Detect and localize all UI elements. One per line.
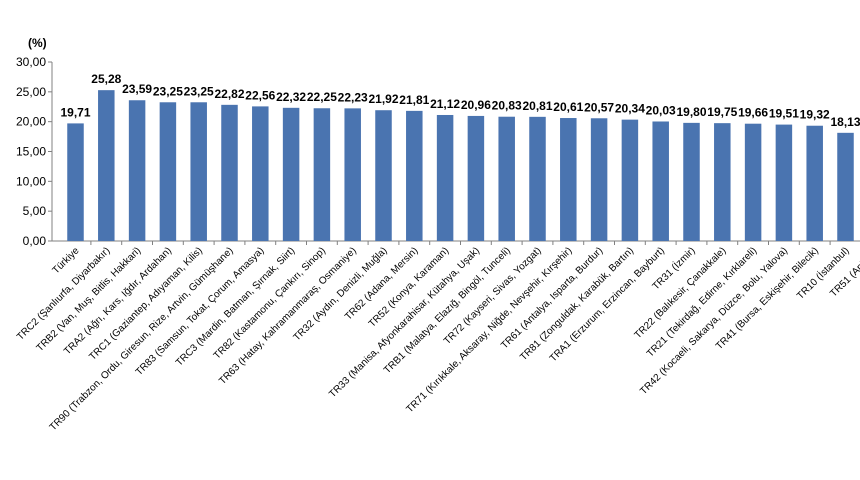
value-label: 22,56 bbox=[245, 88, 275, 102]
value-label: 21,12 bbox=[430, 97, 460, 111]
y-tick-label: 25,00 bbox=[16, 85, 46, 99]
bar bbox=[98, 90, 115, 242]
category-label: TRC1 (Gaziantep, Adıyaman, Kilis) bbox=[87, 245, 204, 362]
category-label: TR21 (Tekirdağ, Edirne, Kırklareli) bbox=[645, 245, 759, 359]
bar bbox=[375, 110, 392, 241]
value-label: 22,82 bbox=[214, 87, 244, 101]
bar bbox=[406, 110, 423, 241]
bar bbox=[252, 106, 269, 241]
bar bbox=[67, 123, 84, 241]
bar bbox=[221, 104, 238, 241]
y-ticks: 0,00 5,00 10,00 15,00 20,00 25,00 30,00 bbox=[16, 55, 52, 248]
bar bbox=[128, 100, 146, 241]
value-label: 22,23 bbox=[338, 90, 368, 104]
value-label: 20,81 bbox=[522, 99, 552, 113]
value-label: 20,03 bbox=[646, 103, 676, 117]
value-label: 19,66 bbox=[738, 106, 768, 120]
y-tick-label: 10,00 bbox=[16, 174, 46, 188]
bar bbox=[344, 108, 361, 242]
value-label: 23,25 bbox=[184, 84, 214, 98]
bar bbox=[837, 132, 854, 241]
bars bbox=[67, 90, 854, 242]
value-label: 18,13 bbox=[830, 115, 860, 129]
bar bbox=[282, 107, 300, 241]
value-label: 22,32 bbox=[276, 90, 306, 104]
bar bbox=[529, 116, 546, 241]
value-label: 23,25 bbox=[153, 84, 183, 98]
bar bbox=[621, 119, 639, 241]
y-tick-label: 30,00 bbox=[16, 55, 46, 69]
value-label: 21,92 bbox=[368, 92, 398, 106]
value-label: 19,32 bbox=[800, 108, 830, 122]
value-label: 19,51 bbox=[769, 107, 799, 121]
bar bbox=[714, 123, 731, 241]
bar bbox=[190, 102, 207, 242]
bar bbox=[498, 116, 515, 241]
value-label: 22,25 bbox=[307, 90, 337, 104]
value-label: 19,71 bbox=[60, 105, 90, 119]
y-tick-label: 20,00 bbox=[16, 115, 46, 129]
y-tick-label: 15,00 bbox=[16, 145, 46, 159]
bar bbox=[560, 118, 577, 241]
value-label: 20,83 bbox=[492, 99, 522, 113]
bar bbox=[683, 122, 700, 241]
bar bbox=[467, 115, 485, 241]
bar bbox=[313, 108, 331, 241]
unit-label: (%) bbox=[28, 36, 47, 50]
value-label: 21,81 bbox=[399, 93, 429, 107]
bar bbox=[775, 124, 793, 241]
category-label: TR10 (İstanbul) bbox=[794, 244, 852, 302]
category-label: TR82 (Kastamonu, Çankırı, Sinop) bbox=[212, 245, 328, 361]
bar bbox=[744, 123, 762, 241]
bar bbox=[436, 114, 454, 241]
bar bbox=[806, 125, 823, 241]
value-label: 20,34 bbox=[615, 102, 645, 116]
bar bbox=[159, 102, 177, 242]
y-tick-label: 0,00 bbox=[23, 234, 47, 248]
value-label: 20,57 bbox=[584, 100, 614, 114]
value-label: 19,75 bbox=[707, 105, 737, 119]
value-label: 20,96 bbox=[461, 98, 491, 112]
category-label: TR42 (Kocaeli, Sakarya, Düzce, Bolu, Yal… bbox=[638, 245, 790, 397]
value-label: 19,80 bbox=[676, 105, 706, 119]
value-label: 20,61 bbox=[553, 100, 583, 114]
value-label: 25,28 bbox=[91, 72, 121, 86]
value-label: 23,59 bbox=[122, 82, 152, 96]
category-label: TR81 (Zonguldak, Karabük, Bartın) bbox=[518, 245, 636, 363]
y-tick-label: 5,00 bbox=[23, 204, 47, 218]
bar bbox=[652, 121, 669, 241]
bar bbox=[590, 118, 608, 241]
